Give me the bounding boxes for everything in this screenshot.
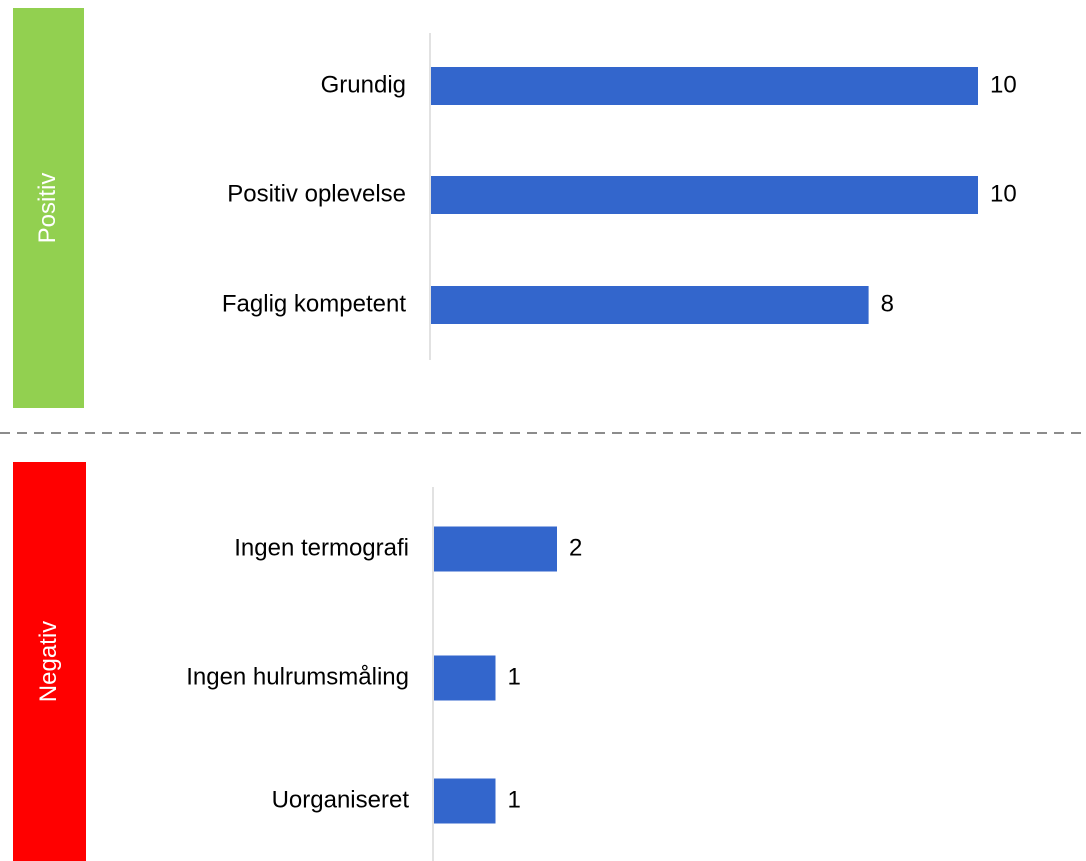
value-label: 10 [990,180,1017,207]
value-label: 8 [881,290,894,317]
bar [431,176,978,214]
category-label: Positiv oplevelse [227,180,406,207]
category-label: Grundig [321,71,406,98]
value-label: 10 [990,71,1017,98]
value-label: 1 [508,786,521,813]
value-label: 1 [508,663,521,690]
category-label: Ingen hulrumsmåling [186,663,409,690]
category-label: Faglig kompetent [222,290,406,317]
panel-label: Positiv [34,173,61,244]
panel-label-box [13,8,84,408]
bar [434,778,496,824]
bar [431,286,869,324]
bar [431,67,978,105]
bar [434,655,496,701]
bar [434,526,557,572]
panel-label-box [13,462,86,861]
category-label: Ingen termografi [234,534,409,561]
category-label: Uorganiseret [272,786,410,813]
panel-label: Negativ [35,621,62,702]
value-label: 2 [569,534,582,561]
